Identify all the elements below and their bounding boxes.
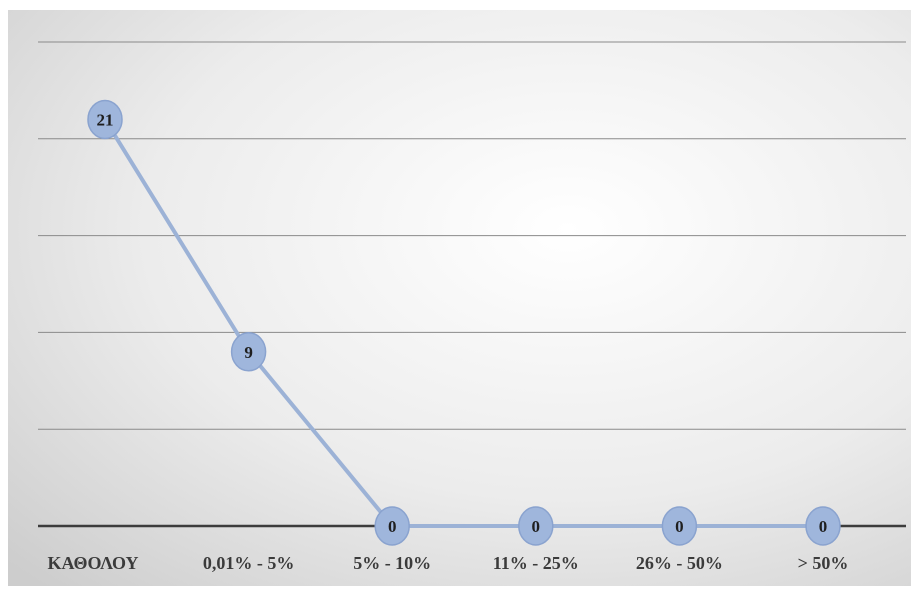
data-label: 21 [97,110,114,129]
data-point: 0 [661,506,698,546]
x-tick-label: > 50% [798,553,849,573]
x-tick-labels: ΚΑΘΟΛΟΥ 0,01% - 5% 5% - 10% 11% - 25% 26% - … [47,553,848,573]
x-tick-label: 5% - 10% [353,553,431,573]
plot-background [8,10,911,586]
x-tick-label: 0,01% - 5% [203,553,295,573]
data-marker [230,332,267,372]
gridlines [38,41,906,430]
series-polyline [103,118,823,528]
data-marker [87,99,123,140]
data-label: 0 [819,517,828,536]
data-point: 21 [87,99,123,140]
data-point: 0 [518,506,554,546]
x-tick-label: ΚΑΘΟΛΟΥ [47,553,138,573]
data-label: 0 [675,517,684,536]
data-marker [518,506,554,546]
data-label: 0 [388,517,397,536]
data-label: 9 [244,343,253,362]
x-tick-label: 11% - 25% [493,553,579,573]
data-markers: 21 9 0 0 0 0 [87,99,841,546]
data-marker [805,506,841,546]
data-point: 0 [374,506,410,546]
x-tick-label: 26% - 50% [636,553,723,573]
series-line [103,118,823,528]
data-marker [374,506,410,546]
data-point: 9 [230,332,267,372]
data-point: 0 [805,506,841,546]
data-marker [661,506,698,546]
data-label: 0 [532,517,541,536]
